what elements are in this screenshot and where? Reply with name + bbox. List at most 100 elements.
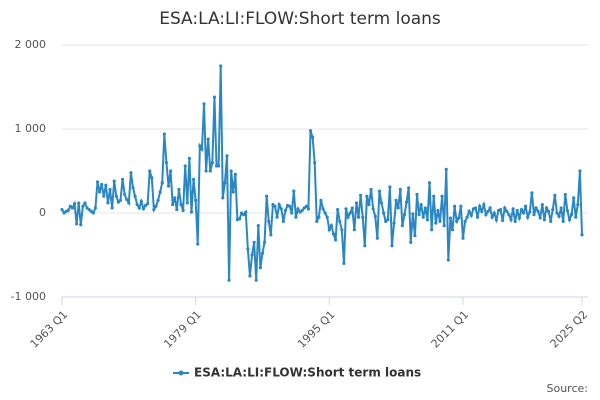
data-point <box>183 164 187 168</box>
x-tick-label: 1979 Q1 <box>161 308 204 351</box>
data-point <box>526 215 530 219</box>
data-point <box>329 224 333 228</box>
data-point <box>432 194 436 198</box>
data-point <box>206 137 210 141</box>
data-point <box>434 221 438 225</box>
data-point <box>265 194 269 198</box>
data-point <box>457 216 461 220</box>
data-point <box>210 161 214 165</box>
data-point <box>139 199 143 203</box>
data-point <box>546 209 551 213</box>
data-point <box>93 206 98 210</box>
data-point <box>427 181 432 185</box>
data-point <box>513 219 517 223</box>
data-point <box>572 196 576 200</box>
data-point <box>551 208 555 212</box>
data-point <box>580 233 584 237</box>
data-point <box>459 204 463 208</box>
data-point <box>532 213 536 217</box>
data-point <box>233 172 237 176</box>
source: Source: <box>547 382 589 395</box>
data-point <box>559 206 563 210</box>
legend-label: ESA:LA:LI:FLOW:Short term loans <box>194 366 421 380</box>
data-point <box>398 187 402 192</box>
data-point <box>229 169 233 173</box>
data-point <box>327 228 331 232</box>
data-point <box>540 203 544 207</box>
data-point <box>146 202 150 206</box>
data-point <box>70 206 75 210</box>
data-point <box>262 240 267 244</box>
data-point <box>275 215 279 219</box>
data-point <box>108 187 112 192</box>
data-point <box>350 206 354 210</box>
data-point <box>191 177 196 181</box>
data-point <box>308 129 313 133</box>
data-point <box>150 176 154 180</box>
data-point <box>319 198 323 202</box>
data-point <box>196 242 200 246</box>
data-point <box>379 201 384 205</box>
data-point <box>60 208 64 212</box>
data-point <box>66 208 70 213</box>
data-point <box>141 207 146 211</box>
data-point <box>112 179 116 183</box>
data-point <box>223 181 227 185</box>
data-point <box>244 210 248 214</box>
data-point <box>175 208 179 212</box>
data-point <box>578 169 582 173</box>
data-point <box>524 204 528 208</box>
data-point <box>168 169 173 173</box>
data-point <box>227 278 231 282</box>
data-point <box>386 218 390 222</box>
data-point <box>448 216 453 220</box>
data-point <box>440 194 444 198</box>
data-point <box>325 215 329 219</box>
data-point <box>283 208 288 213</box>
data-point <box>561 219 565 223</box>
data-point <box>542 218 547 222</box>
data-point <box>162 132 166 136</box>
data-point <box>503 206 507 210</box>
data-point <box>102 194 106 198</box>
data-point <box>248 274 252 278</box>
data-point <box>413 234 417 238</box>
data-point <box>231 190 235 194</box>
data-point <box>120 177 125 181</box>
data-point <box>181 208 185 213</box>
legend-marker <box>178 370 184 376</box>
data-point <box>467 209 471 213</box>
data-point <box>394 198 398 202</box>
data-point <box>164 161 169 165</box>
data-point <box>317 215 321 219</box>
data-point <box>152 208 156 212</box>
data-point <box>534 206 538 210</box>
data-point <box>430 228 434 232</box>
data-point <box>396 206 400 210</box>
data-point <box>225 154 229 158</box>
data-point <box>75 222 79 226</box>
data-point <box>294 215 298 219</box>
data-point <box>444 167 448 171</box>
data-point <box>369 187 373 192</box>
data-point <box>490 215 494 219</box>
data-point <box>463 219 467 223</box>
data-point <box>185 201 189 205</box>
data-point <box>442 224 446 228</box>
data-point <box>365 194 369 198</box>
data-point <box>156 198 160 202</box>
data-point <box>269 233 273 237</box>
data-point <box>221 196 225 200</box>
data-point <box>409 240 413 244</box>
data-point <box>352 228 356 232</box>
data-point <box>371 207 375 211</box>
data-point <box>273 204 277 208</box>
data-point <box>486 209 490 213</box>
data-point <box>576 203 580 207</box>
data-point <box>340 228 344 232</box>
data-point <box>91 211 95 215</box>
data-point <box>346 215 350 219</box>
data-point <box>373 214 377 218</box>
data-point <box>242 213 246 217</box>
data-point <box>400 224 405 228</box>
